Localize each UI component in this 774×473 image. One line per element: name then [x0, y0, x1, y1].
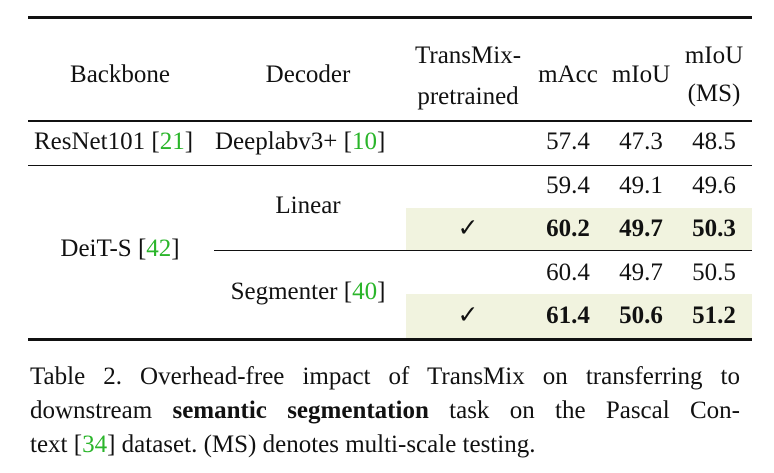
- header-pretrained-1: TransMix-: [414, 42, 522, 69]
- results-table: Backbone Decoder TransMix- pretrained mA…: [28, 16, 752, 344]
- row-miou: 49.1: [619, 172, 663, 199]
- row-miou-ms: 51.2: [692, 302, 736, 329]
- caption-emphasis: semantic segmentation: [172, 397, 429, 424]
- row-miou-ms: 48.5: [692, 128, 736, 155]
- caption-line: text [34] dataset. (MS) denotes multi-sc…: [30, 431, 536, 458]
- row-macc: 60.2: [546, 215, 590, 242]
- highlight-row: [406, 294, 752, 338]
- row-miou: 49.7: [619, 259, 663, 286]
- row-miou-ms: 50.5: [692, 259, 736, 286]
- header-miou-ms-1: mIoU: [684, 42, 744, 69]
- top-rule: [28, 16, 752, 19]
- row-macc: 59.4: [546, 172, 590, 199]
- row-miou: 49.7: [619, 215, 663, 242]
- bottom-rule: [28, 338, 752, 341]
- row-macc: 60.4: [546, 259, 590, 286]
- row-rule: [28, 165, 752, 166]
- group-backbone: DeiT-S [42]: [60, 235, 180, 262]
- row-decoder: Linear: [275, 192, 341, 219]
- row-backbone: ResNet101 [21]: [34, 128, 194, 155]
- caption-line: Table 2. Overhead-free impact of TransMi…: [30, 363, 740, 390]
- row-macc: 57.4: [546, 128, 590, 155]
- row-miou: 47.3: [619, 128, 663, 155]
- row-miou-ms: 49.6: [692, 172, 736, 199]
- row-miou-ms: 50.3: [692, 215, 736, 242]
- table-caption: Table 2. Overhead-free impact of TransMi…: [30, 360, 740, 462]
- checkmark-icon: ✓: [457, 302, 479, 329]
- header-miou-ms-2: (MS): [687, 80, 741, 107]
- row-miou: 50.6: [619, 302, 663, 329]
- citation-link[interactable]: 42: [146, 235, 172, 262]
- header-miou: mIoU: [611, 61, 671, 88]
- citation-link[interactable]: 10: [351, 128, 377, 155]
- header-backbone: Backbone: [70, 61, 170, 88]
- citation-link[interactable]: 34: [82, 431, 108, 458]
- caption-line: downstream semantic segmentation task on…: [30, 397, 740, 424]
- header-pretrained-2: pretrained: [417, 83, 519, 110]
- row-decoder: Segmenter [40]: [230, 278, 386, 305]
- group-rule: [214, 250, 752, 251]
- citation-link[interactable]: 40: [352, 278, 378, 305]
- citation-link[interactable]: 21: [159, 128, 185, 155]
- header-decoder: Decoder: [265, 61, 351, 88]
- row-macc: 61.4: [546, 302, 590, 329]
- header-macc: mAcc: [538, 61, 598, 88]
- checkmark-icon: ✓: [457, 215, 479, 242]
- highlight-row: [406, 208, 752, 250]
- header-rule: [28, 120, 752, 122]
- row-decoder: Deeplabv3+ [10]: [215, 128, 386, 155]
